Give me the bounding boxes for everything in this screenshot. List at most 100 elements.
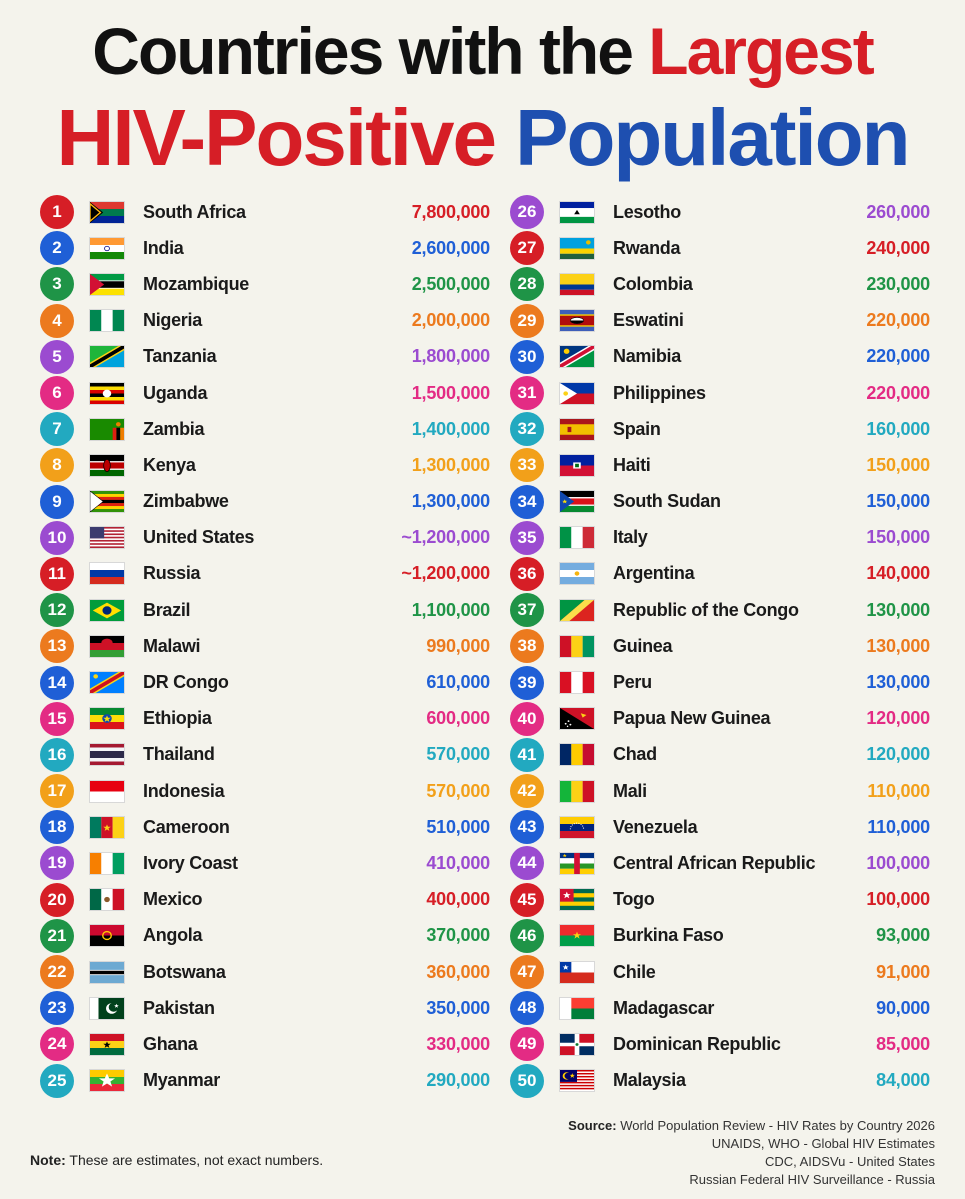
list-item: 50 Malaysia 84,000 — [510, 1063, 930, 1099]
hiv-population-value: 84,000 — [876, 1070, 930, 1091]
spain-flag — [559, 417, 595, 441]
haiti-flag — [559, 453, 595, 477]
mali-flag — [559, 779, 595, 803]
uganda-flag — [89, 381, 125, 405]
rank-badge: 42 — [510, 774, 544, 809]
list-item: 44 Central African Republic 100,000 — [510, 845, 930, 881]
cameroon-flag — [89, 815, 125, 839]
hiv-population-value: 85,000 — [876, 1033, 930, 1054]
colombia-flag — [559, 272, 595, 296]
hiv-population-value: 91,000 — [876, 961, 930, 982]
list-item: 37 Republic of the Congo 130,000 — [510, 592, 930, 628]
hiv-population-value: 2,600,000 — [411, 237, 490, 258]
rank-badge: 19 — [40, 846, 74, 881]
country-name: Thailand — [143, 744, 215, 765]
rank-badge: 8 — [40, 448, 74, 483]
hiv-population-value: 120,000 — [866, 744, 930, 765]
rank-badge: 48 — [510, 991, 544, 1026]
source-line-1-text: World Population Review - HIV Rates by C… — [616, 1118, 935, 1133]
country-name: South Sudan — [613, 491, 721, 512]
country-name: Zimbabwe — [143, 491, 229, 512]
country-name: Colombia — [613, 273, 693, 294]
title-part-population: Population — [515, 93, 910, 182]
hiv-population-value: 120,000 — [866, 708, 930, 729]
rank-badge: 2 — [40, 231, 74, 266]
rank-badge: 45 — [510, 882, 544, 917]
nigeria-flag — [89, 309, 125, 333]
hiv-population-value: 93,000 — [876, 925, 930, 946]
list-item: 28 Colombia 230,000 — [510, 266, 930, 302]
hiv-population-value: 360,000 — [426, 961, 490, 982]
rank-badge: 11 — [40, 556, 74, 591]
country-name: Spain — [613, 418, 661, 439]
hiv-population-value: 220,000 — [866, 346, 930, 367]
list-item: 24 Ghana 330,000 — [40, 1026, 490, 1062]
country-name: Ethiopia — [143, 708, 212, 729]
list-item: 14 DR Congo 610,000 — [40, 664, 490, 700]
country-name: Papua New Guinea — [613, 708, 771, 729]
hiv-population-value: 330,000 — [426, 1033, 490, 1054]
list-item: 16 Thailand 570,000 — [40, 737, 490, 773]
south-africa-flag — [89, 200, 125, 224]
country-name: Mali — [613, 780, 647, 801]
zambia-flag — [89, 417, 125, 441]
source-block: Source: World Population Review - HIV Ra… — [568, 1117, 935, 1189]
list-item: 31 Philippines 220,000 — [510, 375, 930, 411]
country-name: Brazil — [143, 599, 191, 620]
malawi-flag — [89, 634, 125, 658]
tanzania-flag — [89, 345, 125, 369]
eswatini-flag — [559, 309, 595, 333]
venezuela-flag — [559, 815, 595, 839]
title-part-hiv-positive: HIV-Positive — [56, 93, 516, 182]
thailand-flag — [89, 743, 125, 767]
title-part-countries: Countries with the — [92, 14, 649, 88]
country-name: Togo — [613, 889, 655, 910]
list-item: 2 India 2,600,000 — [40, 230, 490, 266]
rank-badge: 30 — [510, 339, 544, 374]
list-item: 6 Uganda 1,500,000 — [40, 375, 490, 411]
india-flag — [89, 236, 125, 260]
list-item: 33 Haiti 150,000 — [510, 447, 930, 483]
malaysia-flag — [559, 1069, 595, 1093]
rank-badge: 27 — [510, 231, 544, 266]
philippines-flag — [559, 381, 595, 405]
list-item: 26 Lesotho 260,000 — [510, 194, 930, 230]
hiv-population-value: 240,000 — [866, 237, 930, 258]
country-name: Mexico — [143, 889, 203, 910]
list-item: 49 Dominican Republic 85,000 — [510, 1026, 930, 1062]
rank-badge: 38 — [510, 629, 544, 664]
angola-flag — [89, 924, 125, 948]
rank-badge: 23 — [40, 991, 74, 1026]
country-name: Ghana — [143, 1033, 198, 1054]
source-label: Source: — [568, 1118, 617, 1133]
hiv-population-value: ~1,200,000 — [401, 563, 490, 584]
hiv-population-value: 1,400,000 — [411, 418, 490, 439]
hiv-population-value: 990,000 — [426, 635, 490, 656]
russia-flag — [89, 562, 125, 586]
list-item: 48 Madagascar 90,000 — [510, 990, 930, 1026]
list-item: 32 Spain 160,000 — [510, 411, 930, 447]
rank-badge: 13 — [40, 629, 74, 664]
list-item: 3 Mozambique 2,500,000 — [40, 266, 490, 302]
rank-badge: 43 — [510, 810, 544, 845]
indonesia-flag — [89, 779, 125, 803]
rank-badge: 50 — [510, 1063, 544, 1098]
country-name: Central African Republic — [613, 852, 816, 873]
list-item: 39 Peru 130,000 — [510, 664, 930, 700]
list-item: 23 Pakistan 350,000 — [40, 990, 490, 1026]
hiv-population-value: 7,800,000 — [411, 201, 490, 222]
country-name: Lesotho — [613, 201, 681, 222]
rank-badge: 7 — [40, 412, 74, 447]
country-name: Italy — [613, 527, 648, 548]
list-item: 8 Kenya 1,300,000 — [40, 447, 490, 483]
list-item: 40 Papua New Guinea 120,000 — [510, 701, 930, 737]
country-name: Eswatini — [613, 310, 684, 331]
rank-badge: 37 — [510, 593, 544, 628]
rank-badge: 22 — [40, 955, 74, 990]
rank-badge: 5 — [40, 339, 74, 374]
togo-flag — [559, 888, 595, 912]
hiv-population-value: 130,000 — [866, 672, 930, 693]
country-name: Guinea — [613, 635, 673, 656]
namibia-flag — [559, 345, 595, 369]
country-name: Madagascar — [613, 997, 715, 1018]
